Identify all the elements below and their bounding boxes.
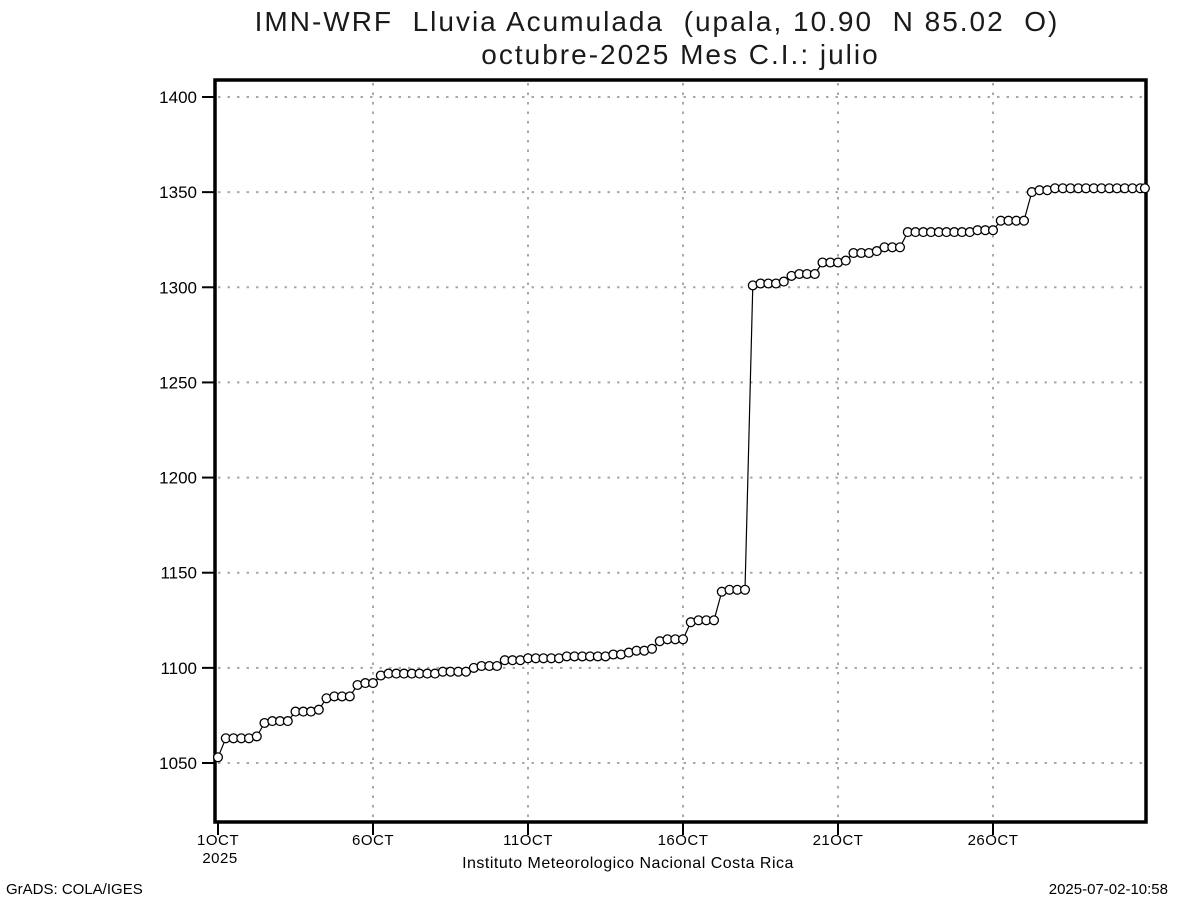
x-axis-year-label: 2025 [202, 850, 237, 867]
y-tick-label: 1150 [160, 564, 197, 583]
y-tick-label: 1250 [159, 373, 197, 392]
y-tick-label: 1350 [159, 183, 197, 202]
data-point [491, 660, 503, 672]
data-point [1018, 215, 1030, 226]
y-tick-label: 1300 [159, 278, 197, 297]
data-point [646, 643, 658, 654]
y-tick-label: 1050 [159, 754, 197, 773]
data-point [894, 242, 906, 253]
x-tick-label: 6OCT [352, 832, 394, 849]
y-tick-label: 1100 [160, 659, 197, 678]
data-point [809, 268, 820, 280]
data-point [708, 615, 720, 626]
data-point [739, 584, 751, 595]
data-point [987, 225, 999, 236]
x-tick-label: 1OCT [197, 832, 239, 849]
x-tick-label: 16OCT [658, 832, 709, 849]
x-tick-label: 11OCT [503, 832, 553, 849]
chart-subtitle: octubre-2025 Mes C.I.: julio [481, 39, 880, 70]
y-tick-label: 1400 [159, 88, 197, 107]
data-point [1139, 183, 1150, 194]
data-point [282, 716, 293, 727]
data-point [840, 255, 851, 266]
data-point [677, 634, 689, 645]
data-point [313, 704, 324, 715]
data-point [344, 691, 355, 702]
data-point [367, 678, 379, 689]
y-tick-label: 1200 [159, 469, 197, 488]
generation-timestamp: 2025-07-02-10:58 [1048, 881, 1168, 898]
grads-credit: GrADS: COLA/IGES [6, 881, 143, 898]
x-tick-label: 21OCT [813, 832, 864, 849]
series-line [217, 187, 1145, 758]
plot-border [213, 78, 1148, 824]
x-tick-label: 26OCT [968, 832, 1019, 849]
chart-title: IMN-WRF Lluvia Acumulada (upala, 10.90 N… [254, 6, 1060, 37]
data-point [460, 666, 472, 677]
data-point [778, 276, 789, 287]
data-point [251, 731, 262, 742]
x-axis-label: Instituto Meteorologico Nacional Costa R… [462, 855, 794, 872]
data-point [212, 752, 224, 763]
